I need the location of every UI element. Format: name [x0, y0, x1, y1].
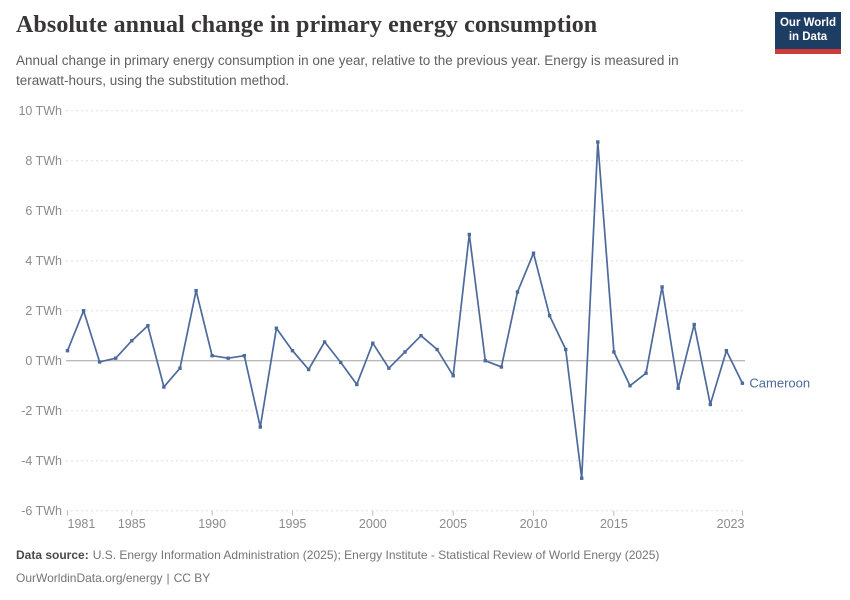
data-point — [419, 334, 423, 338]
data-point — [580, 476, 584, 480]
x-tick-label: 2010 — [520, 517, 548, 531]
license-label: CC BY — [173, 570, 211, 585]
owid-energy-link[interactable]: OurWorldinData.org/energy — [16, 570, 163, 585]
data-point — [65, 349, 70, 353]
x-tick-label: 2015 — [600, 517, 628, 531]
y-tick-label: 6 TWh — [25, 204, 62, 218]
data-point — [81, 309, 86, 313]
chart-subtitle: Annual change in primary energy consumpt… — [16, 53, 679, 89]
series-line — [66, 141, 744, 480]
y-tick-label: -6 TWh — [21, 504, 62, 518]
data-point — [676, 386, 680, 390]
data-point — [467, 232, 471, 237]
data-point — [644, 371, 648, 375]
data-point — [258, 425, 262, 429]
data-point — [515, 290, 520, 294]
data-point — [547, 314, 552, 318]
x-tick-label: 1981 — [68, 517, 96, 531]
data-point — [322, 340, 327, 344]
data-point — [708, 402, 712, 407]
data-point — [210, 354, 214, 358]
data-point — [162, 385, 166, 389]
data-point — [451, 374, 455, 378]
y-tick-label: 2 TWh — [25, 304, 62, 318]
data-point — [483, 359, 487, 363]
data-point — [564, 347, 568, 352]
data-point — [194, 289, 198, 293]
data-point — [114, 356, 118, 360]
data-point — [387, 366, 391, 370]
x-tick-label: 2000 — [359, 517, 387, 531]
y-tick-label: 10 TWh — [18, 104, 62, 118]
license-separator: | — [166, 570, 170, 585]
data-point — [306, 367, 311, 372]
data-point — [403, 350, 407, 354]
data-point — [660, 285, 664, 289]
data-source-text: U.S. Energy Information Administration (… — [92, 548, 660, 562]
logo-line2: in Data — [788, 30, 828, 43]
data-point — [274, 326, 279, 330]
data-point — [692, 322, 696, 327]
data-point — [355, 382, 359, 387]
data-point — [612, 350, 616, 354]
series-end-label: Cameroon — [749, 376, 810, 391]
x-tick-label: 1995 — [279, 517, 307, 531]
logo-line1: Our World — [779, 16, 836, 29]
data-point — [339, 360, 343, 365]
chart-footer: Data source: U.S. Energy Information Admi… — [16, 544, 659, 590]
data-source-line: Data source: U.S. Energy Information Admi… — [16, 544, 659, 567]
y-tick-label: -4 TWh — [21, 454, 62, 468]
data-point — [724, 349, 729, 353]
y-tick-label: 0 TWh — [25, 354, 62, 368]
data-point — [242, 354, 246, 358]
data-point — [435, 347, 439, 352]
owid-logo[interactable]: Our World in Data — [775, 12, 841, 54]
data-point — [97, 360, 102, 364]
data-source-label: Data source: — [16, 548, 89, 562]
data-point — [596, 140, 600, 144]
data-point — [226, 356, 230, 360]
y-tick-label: -2 TWh — [21, 404, 62, 418]
data-point — [740, 381, 745, 385]
data-point — [371, 341, 375, 345]
data-point — [178, 366, 182, 370]
data-point — [531, 251, 536, 255]
y-tick-label: 8 TWh — [25, 154, 62, 168]
data-point — [628, 384, 632, 388]
data-point — [130, 339, 134, 343]
page-title: Absolute annual change in primary energy… — [16, 12, 598, 38]
x-tick-label: 1985 — [118, 517, 146, 531]
data-point — [499, 365, 504, 369]
x-tick-label: 1990 — [198, 517, 226, 531]
x-tick-label: 2005 — [439, 517, 467, 531]
x-tick-label: 2023 — [717, 517, 745, 531]
data-point — [146, 324, 150, 328]
license-line: OurWorldinData.org/energy | CC BY — [16, 567, 659, 590]
y-tick-label: 4 TWh — [25, 254, 62, 268]
data-point — [290, 349, 295, 353]
